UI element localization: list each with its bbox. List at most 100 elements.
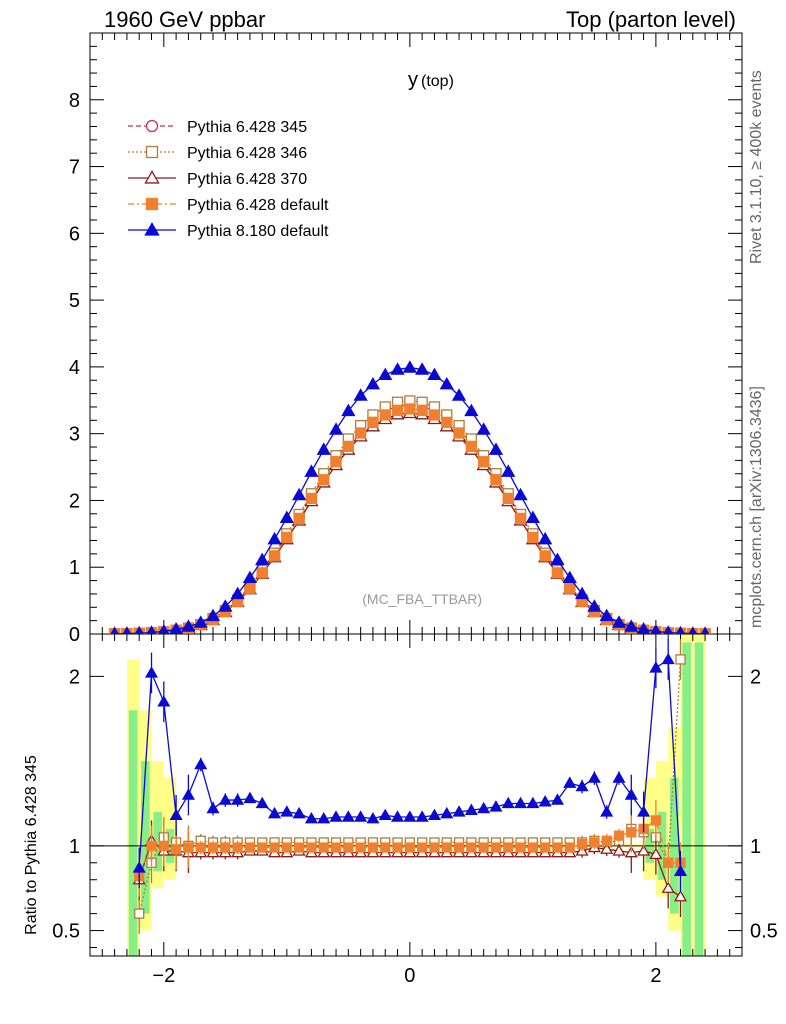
main-y-tick-label: 6 (69, 223, 80, 245)
data-point (624, 619, 639, 632)
ratio-point (477, 801, 491, 814)
main-y-tick-label: 4 (69, 357, 80, 379)
data-point (342, 440, 354, 453)
data-point (281, 531, 293, 544)
ratio-point (649, 661, 663, 673)
legend-entry-2: Pythia 6.428 370 (128, 170, 307, 188)
main-y-tick-label: 7 (69, 157, 80, 179)
legend-marker (145, 197, 159, 211)
ratio-point (380, 842, 391, 853)
data-point (688, 626, 698, 634)
ratio-point (601, 835, 612, 846)
ratio-point (354, 810, 368, 822)
ratio-point (563, 776, 577, 788)
data-point (464, 403, 479, 417)
ratio-point (600, 805, 614, 817)
main-y-tick-label: 8 (69, 90, 80, 112)
ratio-point (673, 889, 688, 902)
plot-title-main: y (408, 69, 418, 91)
ratio-point (355, 842, 366, 853)
data-point (453, 427, 465, 439)
ratio-point (244, 842, 256, 853)
data-point (110, 626, 119, 634)
data-point (404, 403, 416, 415)
ratio-point (144, 666, 159, 678)
ratio-point (612, 844, 626, 856)
data-point (476, 422, 491, 435)
ratio-point (637, 805, 651, 817)
ratio-point (158, 840, 169, 851)
ratio-point (243, 791, 257, 804)
legend-entry-0: Pythia 6.428 345 (128, 119, 307, 136)
ratio-point (194, 757, 208, 770)
data-point (488, 442, 504, 455)
ratio-point (538, 795, 552, 807)
ratio-point (552, 842, 563, 853)
main-y-tick-label: 2 (69, 490, 80, 512)
ratio-point (207, 842, 219, 853)
ratio-point (318, 842, 329, 853)
data-point (158, 624, 170, 634)
ratio-series-group (132, 639, 688, 934)
data-point (193, 615, 208, 628)
ratio-point (134, 908, 145, 919)
data-point (122, 626, 132, 634)
ratio-point (613, 830, 625, 841)
data-point (293, 512, 305, 525)
data-point (562, 570, 577, 584)
ratio-point (268, 806, 282, 819)
ratio-y-tick-label-right: 2 (750, 666, 761, 688)
ratio-point (589, 837, 600, 848)
ratio-point (281, 842, 292, 853)
data-point (611, 615, 627, 628)
data-point (650, 624, 662, 634)
ratio-point (587, 771, 601, 783)
series-4 (110, 360, 710, 634)
ratio-point (490, 842, 502, 853)
ratio-point (576, 838, 588, 850)
ratio-series-2 (134, 800, 686, 897)
ratio-point (673, 864, 688, 876)
ratio-point (575, 779, 589, 792)
ratio-point (132, 861, 146, 873)
legend-marker (144, 222, 160, 236)
ratio-point (515, 842, 526, 853)
ratio-point (466, 842, 477, 853)
ratio-point (661, 652, 675, 665)
ratio-point (330, 842, 342, 853)
data-point (428, 409, 441, 421)
plot-title-sub: (top) (421, 73, 454, 90)
data-point (256, 567, 268, 579)
ratio-point (306, 842, 317, 853)
ratio-point (550, 793, 564, 805)
ratio-point (637, 844, 651, 856)
main-y-tick-label: 5 (69, 290, 80, 312)
data-point (292, 487, 307, 501)
data-point (354, 427, 367, 439)
data-point (181, 619, 196, 632)
data-point (318, 474, 330, 486)
data-point (551, 567, 564, 579)
ratio-point (650, 815, 662, 826)
legend-entry-1: Pythia 6.428 346 (128, 145, 307, 162)
data-point (478, 456, 490, 468)
x-tick-label: 2 (650, 965, 661, 987)
data-point (365, 376, 381, 390)
ratio-point (415, 810, 429, 822)
data-point (244, 582, 256, 594)
ratio-point (489, 800, 503, 812)
ratio-point (218, 793, 232, 805)
ratio-series-1 (132, 820, 688, 918)
ratio-point (378, 808, 392, 821)
ratio-point (478, 842, 489, 853)
ratio-point (527, 842, 539, 853)
ratio-point (329, 810, 343, 822)
band-green-0 (128, 710, 138, 956)
ratio-y-tick-label: 0.5 (52, 921, 80, 943)
data-point (513, 487, 528, 501)
data-point (675, 625, 686, 634)
data-point (490, 474, 502, 486)
legend-label: Pythia 6.428 345 (187, 119, 307, 136)
ratio-point (220, 842, 231, 853)
legend-marker (145, 119, 159, 133)
